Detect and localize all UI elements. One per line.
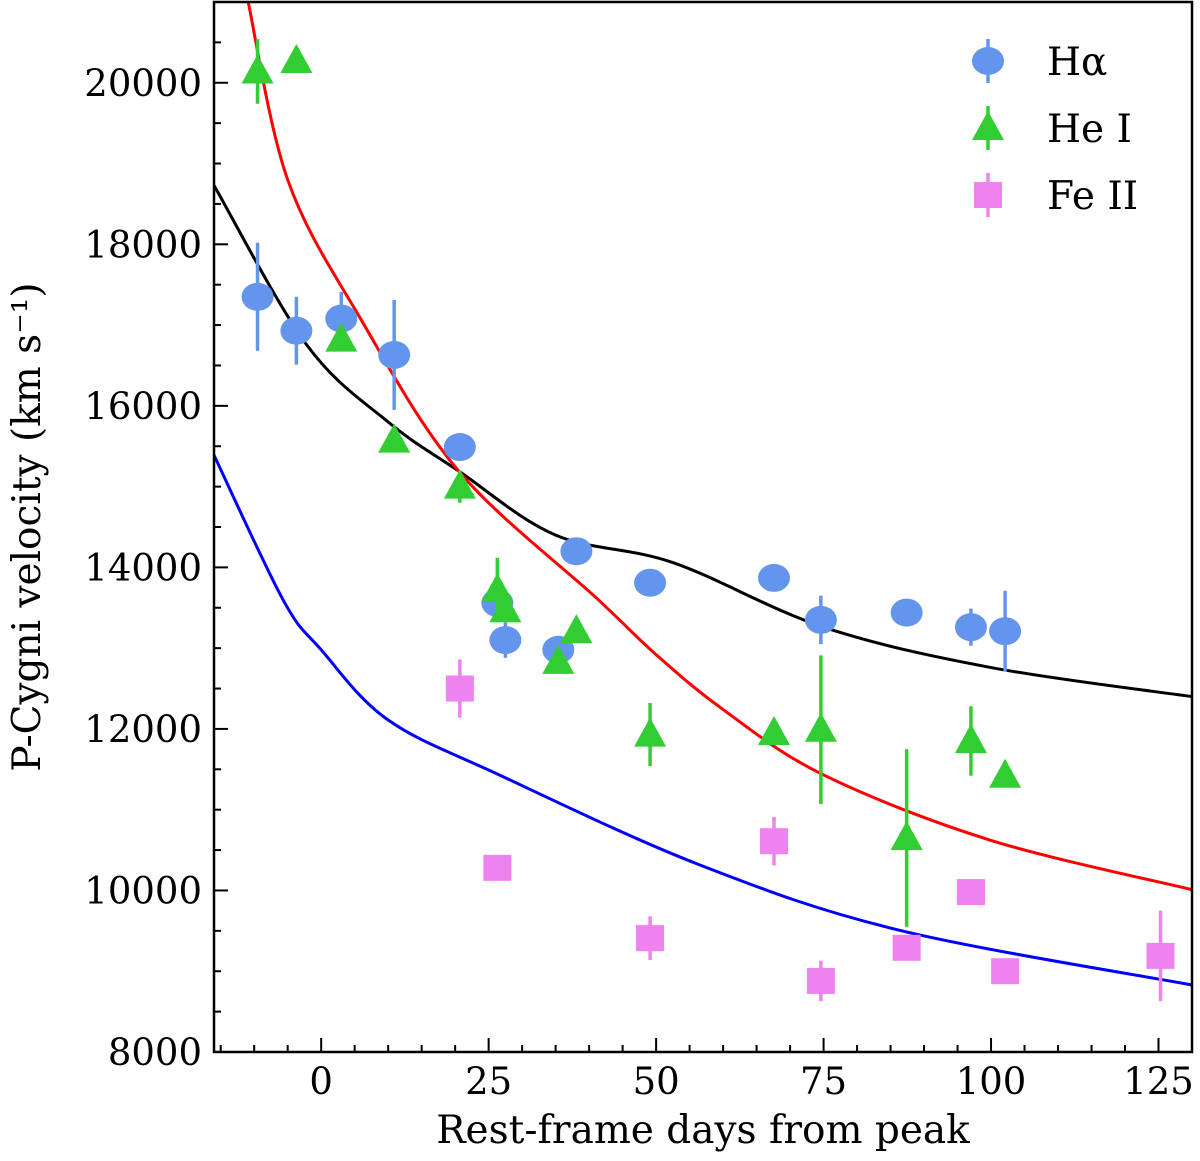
legend: Hα He I Fe II xyxy=(972,39,1138,219)
data-point xyxy=(378,423,411,453)
data-point xyxy=(991,958,1020,985)
x-axis-label: Rest-frame days from peak xyxy=(436,1108,970,1153)
data-point xyxy=(325,322,358,352)
data-point xyxy=(443,469,476,499)
data-point xyxy=(760,828,789,855)
data-point xyxy=(989,758,1022,788)
data-point xyxy=(280,316,313,345)
data-point xyxy=(758,715,791,745)
legend-marker-circle xyxy=(972,47,1004,75)
series-hα xyxy=(241,242,1022,672)
data-point xyxy=(443,433,476,462)
legend-label: Hα xyxy=(1047,40,1107,85)
data-point xyxy=(542,644,575,674)
fit-curve-0 xyxy=(214,184,1192,699)
x-tick-label: 125 xyxy=(1123,1060,1194,1103)
y-tick-label: 14000 xyxy=(84,546,202,589)
data-point xyxy=(489,593,522,623)
data-point xyxy=(481,573,514,602)
y-tick-label: 18000 xyxy=(84,223,202,266)
data-point xyxy=(890,598,923,627)
data-point xyxy=(892,934,921,961)
data-points xyxy=(241,39,1175,1002)
fit-curve-1 xyxy=(246,2,1192,892)
data-point xyxy=(325,304,358,333)
data-point xyxy=(560,537,593,566)
y-axis-label: P-Cygni velocity (km s⁻¹) xyxy=(5,282,50,771)
data-point xyxy=(378,340,411,369)
data-point xyxy=(636,925,665,952)
data-point xyxy=(241,54,274,84)
data-point xyxy=(634,568,667,597)
data-point xyxy=(489,626,522,655)
data-point xyxy=(989,617,1022,646)
data-point xyxy=(956,879,985,906)
legend-marker-triangle xyxy=(972,111,1004,140)
data-point xyxy=(806,967,835,994)
legend-marker-square xyxy=(974,182,1002,208)
y-tick-label: 16000 xyxy=(84,385,202,428)
data-point xyxy=(445,675,474,702)
series-fe-ii xyxy=(445,659,1175,1002)
axis-ticks: 0 25 50 75 100 125 8000 10000 12000 14000 16000 180… xyxy=(84,1,1194,1103)
x-tick-label: 75 xyxy=(800,1060,847,1103)
x-tick-label: 100 xyxy=(956,1060,1027,1103)
x-tick-label: 50 xyxy=(633,1060,680,1103)
plot-frame xyxy=(212,0,1194,1054)
y-tick-label: 8000 xyxy=(108,1031,202,1074)
legend-item: He I xyxy=(972,106,1132,152)
y-tick-label: 12000 xyxy=(84,708,202,751)
data-point xyxy=(1146,942,1175,969)
y-tick-label: 10000 xyxy=(84,869,202,912)
data-point xyxy=(280,43,313,73)
data-point xyxy=(804,712,837,742)
data-point xyxy=(890,820,923,850)
data-point xyxy=(954,613,987,642)
series-he-i xyxy=(241,39,1022,927)
data-point xyxy=(241,282,274,311)
data-point xyxy=(483,854,512,881)
fit-curves xyxy=(214,2,1192,987)
fit-curve-2 xyxy=(214,454,1192,987)
data-point xyxy=(804,605,837,634)
legend-label: Fe II xyxy=(1047,174,1138,219)
data-point xyxy=(560,614,593,644)
legend-item: Fe II xyxy=(974,173,1138,219)
data-point xyxy=(758,563,791,592)
legend-label: He I xyxy=(1047,107,1132,152)
x-tick-label: 0 xyxy=(309,1060,333,1103)
data-point xyxy=(954,724,987,754)
legend-item: Hα xyxy=(972,39,1107,85)
x-tick-label: 25 xyxy=(465,1060,512,1103)
data-point xyxy=(634,717,667,747)
y-tick-label: 20000 xyxy=(84,62,202,105)
